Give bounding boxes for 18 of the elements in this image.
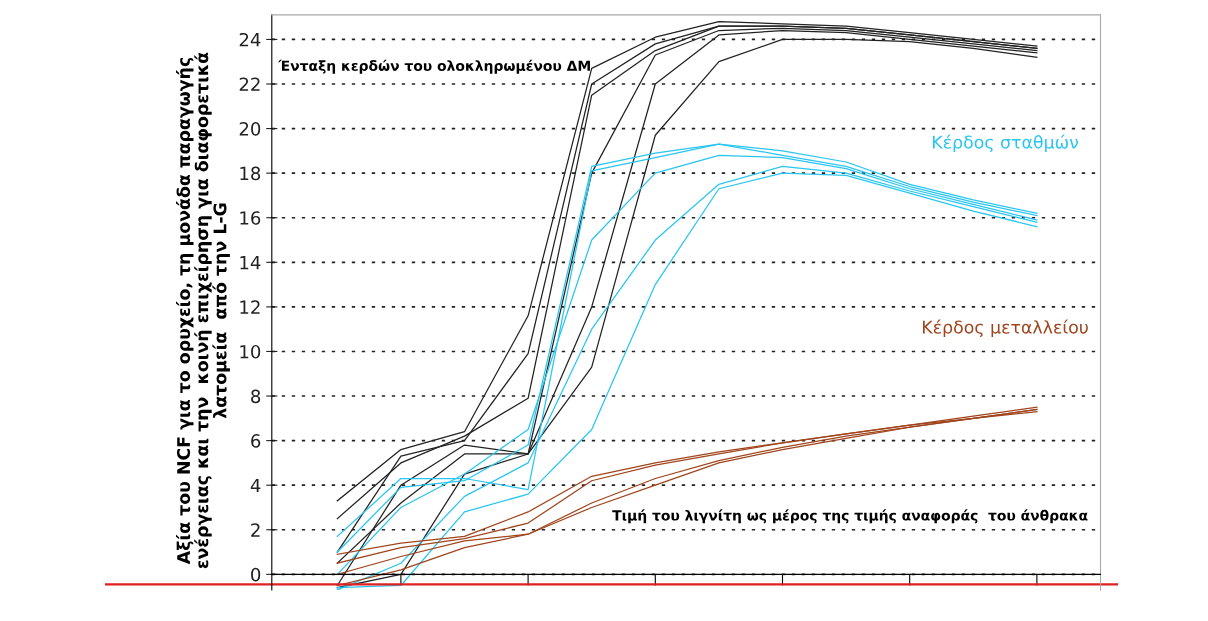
- y-tick-label: 18: [240, 166, 261, 181]
- y-tick-label: 2: [251, 523, 260, 537]
- y-axis-title: Αξία του NCF για το ορυχείο, τη μονάδα παραγωγής ενέργειας και την κοινή επιχείρηση για διαφορετικά λατομεία από την L-G: [175, 52, 230, 569]
- text: Κέρδος μεταλλείου: [923, 319, 1088, 338]
- annotation: Ένταξη κερδών του ολοκληρωμένου ΔΜ: [278, 59, 590, 74]
- y-tick-label: 14: [240, 256, 261, 270]
- text: Κέρδος σταθμών: [933, 134, 1079, 153]
- y-tick-label: 6: [251, 434, 261, 448]
- y-tick-label: 0: [251, 567, 261, 582]
- y-tick-label: 20: [239, 122, 261, 136]
- x-axis-title: Τιμή του λιγνίτη ως μέρος της τιμής αναφοράς του άνθρακα: [612, 509, 1088, 524]
- y-tick-label: 22: [239, 77, 260, 91]
- y-tick-label: 10: [240, 344, 261, 359]
- y-tick-label: 16: [240, 211, 261, 225]
- y-tick-label: 8: [251, 389, 261, 404]
- y-tick-label: 12: [240, 300, 260, 314]
- y-tick-label: 24: [239, 32, 261, 47]
- y-tick-label: 4: [250, 478, 261, 493]
